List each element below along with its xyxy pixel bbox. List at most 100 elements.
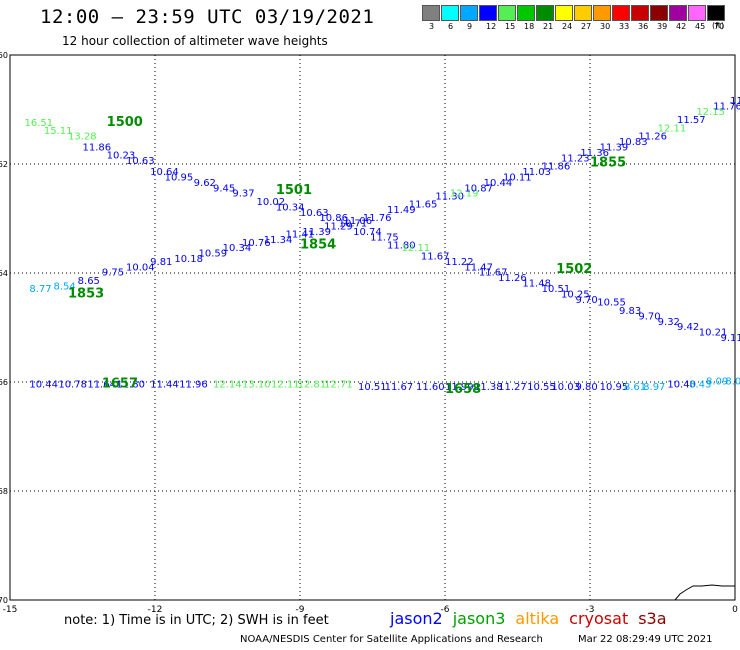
- wave-height-value: 11.99: [445, 382, 474, 393]
- mission-jason3: jason3: [452, 609, 506, 628]
- colorbar-swatch: 24: [555, 5, 573, 31]
- wave-height-value: 9.70: [576, 295, 598, 306]
- footnote: note: 1) Time is in UTC; 2) SWH is in fe…: [64, 613, 329, 628]
- wave-height-value: 11.76: [363, 213, 392, 224]
- credit-line: NOAA/NESDIS Center for Satellite Applica…: [240, 634, 543, 645]
- colorbar-label: 3: [429, 22, 435, 31]
- colorbar-label: 18: [524, 22, 535, 31]
- color-legend: 3 6 9 12 15 18 21 24 27 30 33 36 39 42 45 70: [422, 5, 726, 31]
- wave-height-value: 10.40: [667, 379, 696, 390]
- lat-tick-label: -66: [0, 378, 8, 387]
- wave-height-value: 11.06: [344, 216, 373, 227]
- wave-height-value: 11.27: [498, 382, 527, 393]
- wave-height-value: 11.47: [464, 262, 493, 273]
- pass-time-label: 1501: [276, 183, 312, 198]
- map-frame: [9, 54, 736, 601]
- colorbar-label: 9: [467, 22, 473, 31]
- pass-time-label: 1502: [556, 262, 592, 277]
- colorbar-label: 6: [448, 22, 454, 31]
- colorbar-label: 42: [676, 22, 687, 31]
- colorbar-label: 70: [714, 22, 725, 31]
- wave-height-value: 10.04: [126, 262, 155, 273]
- colorbar-swatch: 30: [593, 5, 611, 31]
- colorbar-label: 24: [562, 22, 573, 31]
- mission-jason2: jason2: [390, 609, 443, 628]
- wave-height-value: 10.71: [339, 219, 368, 230]
- colorbar-label: 36: [638, 22, 649, 31]
- colorbar-swatch: 3: [422, 5, 440, 31]
- wave-height-value: 10.95: [165, 172, 194, 183]
- wave-height-value: 11.86: [542, 161, 571, 172]
- mission-legend: jason2 jason3 altika cryosat s3a: [390, 609, 677, 628]
- wave-height-value: 11.39: [302, 227, 331, 238]
- wave-height-value: 12.19: [450, 189, 479, 200]
- wave-height-value: 8.43: [689, 379, 711, 390]
- colorbar-swatch: 21: [536, 5, 554, 31]
- wave-height-value: 11.64: [87, 379, 116, 390]
- wave-height-value: 10.18: [174, 254, 203, 265]
- lon-tick-label: 0: [732, 605, 738, 615]
- wave-height-value: 9.81: [150, 257, 172, 268]
- colorbar-swatch: 39: [650, 5, 668, 31]
- wave-height-value: 10.76: [242, 238, 271, 249]
- wave-height-value: 11.86: [83, 142, 112, 153]
- colorbar-label: 21: [543, 22, 554, 31]
- colorbar-swatch: 6: [441, 5, 459, 31]
- wave-height-value: 9.75: [102, 268, 124, 279]
- wave-height-value: 10.03: [551, 382, 580, 393]
- lat-tick-label: -70: [0, 596, 8, 605]
- wave-height-value: 11.26: [498, 273, 527, 284]
- wave-height-value: 10.51: [358, 382, 387, 393]
- lon-tick-label: -15: [3, 605, 18, 615]
- wave-height-value: 9.80: [576, 382, 598, 393]
- wave-height-value: 12.11: [271, 379, 300, 390]
- wave-height-value: 11.23: [561, 153, 590, 164]
- wave-height-value: 12.15: [696, 107, 725, 118]
- wave-height-value: 12.81: [298, 379, 327, 390]
- pass-time-label: 1658: [445, 382, 481, 397]
- wave-height-value: 10.87: [464, 183, 493, 194]
- wave-height-value: 10.11: [503, 172, 532, 183]
- wave-height-value: 12.71: [324, 379, 353, 390]
- wave-height-value: 10.86: [319, 213, 348, 224]
- wave-height-value: 10.21: [699, 328, 728, 339]
- colorbar-label: 15: [505, 22, 516, 31]
- lat-tick-label: -60: [0, 51, 8, 60]
- wave-height-value: 13.10: [242, 379, 271, 390]
- wave-height-value: 8.06: [725, 377, 740, 388]
- colorbar-swatch: 36: [631, 5, 649, 31]
- wave-height-value: 8.54: [54, 281, 76, 292]
- lon-tick-label: -12: [148, 605, 163, 615]
- pass-time-label: 1855: [590, 156, 626, 171]
- wave-height-value: 11.36: [580, 148, 609, 159]
- wave-height-value: 11.38: [474, 382, 503, 393]
- wave-height-value: 10.63: [300, 208, 329, 219]
- wave-height-value: 10.34: [223, 243, 252, 254]
- wave-height-value: 11.65: [409, 200, 438, 211]
- wave-height-value: 10.44: [29, 379, 58, 390]
- wave-height-value: 11.75: [370, 232, 399, 243]
- wave-height-value: 9.45: [213, 183, 235, 194]
- wave-height-value: 11.03: [522, 167, 551, 178]
- colorbar-swatch: 42: [669, 5, 687, 31]
- wave-height-value: 12.14: [213, 379, 242, 390]
- colorbar-label: 33: [619, 22, 630, 31]
- wave-height-value: 15.11: [44, 126, 73, 137]
- colorbar-swatch: 15: [498, 5, 516, 31]
- wave-height-value: 10.64: [150, 167, 179, 178]
- wave-height-value: 9.32: [658, 317, 680, 328]
- wave-height-value: 10.63: [126, 156, 155, 167]
- wave-height-value: 10.23: [107, 151, 136, 162]
- wave-height-value: 11.26: [638, 131, 667, 142]
- coastline: [674, 584, 735, 601]
- page-title: 12:00 – 23:59 UTC 03/19/2021: [40, 6, 375, 28]
- wave-height-value: 9.11: [721, 333, 740, 344]
- wave-height-value: 10.44: [484, 178, 513, 189]
- wave-height-value: 11.80: [116, 379, 145, 390]
- lat-tick-label: -64: [0, 269, 8, 278]
- wave-height-value: 11.67: [421, 251, 450, 262]
- wave-height-value: 10.25: [561, 290, 590, 301]
- lon-tick-label: -6: [441, 605, 450, 615]
- mission-altika: altika: [515, 609, 560, 628]
- wave-height-value: 10.51: [542, 284, 571, 295]
